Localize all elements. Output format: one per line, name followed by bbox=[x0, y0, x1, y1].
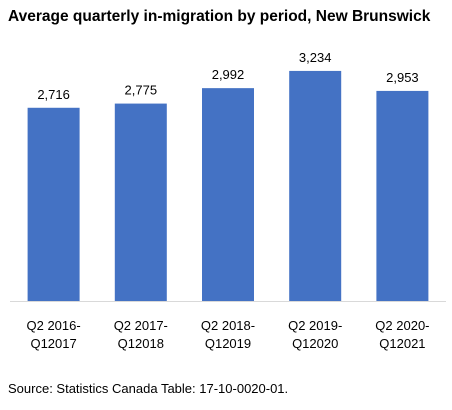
bar-2 bbox=[114, 103, 167, 301]
x-tick-label-1-line-2: Q12017 bbox=[30, 336, 76, 351]
x-tick-label-3-line-1: Q2 2018- bbox=[201, 318, 255, 333]
bars-group bbox=[27, 70, 429, 302]
bar-4 bbox=[289, 70, 342, 301]
source-note: Source: Statistics Canada Table: 17-10-0… bbox=[8, 381, 289, 396]
x-tick-label-4-line-2: Q12020 bbox=[292, 336, 338, 351]
x-tick-label-4-line-1: Q2 2019- bbox=[288, 318, 342, 333]
x-tick-label-2-line-2: Q12018 bbox=[118, 336, 164, 351]
x-tick-label-3-line-2: Q12019 bbox=[205, 336, 251, 351]
data-label-3: 2,992 bbox=[212, 67, 245, 82]
data-label-1: 2,716 bbox=[37, 87, 70, 102]
bar-5 bbox=[376, 90, 429, 301]
bar-1 bbox=[27, 107, 80, 301]
x-tick-label-1-line-1: Q2 2016- bbox=[26, 318, 80, 333]
bar-3 bbox=[202, 88, 254, 302]
x-tick-label-2-line-1: Q2 2017- bbox=[114, 318, 168, 333]
data-label-4: 3,234 bbox=[299, 50, 332, 65]
data-label-2: 2,775 bbox=[125, 83, 158, 98]
x-tick-label-5-line-2: Q12021 bbox=[379, 336, 425, 351]
data-label-5: 2,953 bbox=[386, 70, 419, 85]
x-tick-labels-group: Q2 2016- Q12017 Q2 2017- Q12018 Q2 2018- Q120… bbox=[26, 318, 429, 351]
data-labels-group: 2,716 2,775 2,992 3,234 2,953 bbox=[37, 50, 418, 102]
chart-title: Average quarterly in-migration by period… bbox=[8, 8, 431, 25]
x-tick-label-5-line-1: Q2 2020- bbox=[375, 318, 429, 333]
